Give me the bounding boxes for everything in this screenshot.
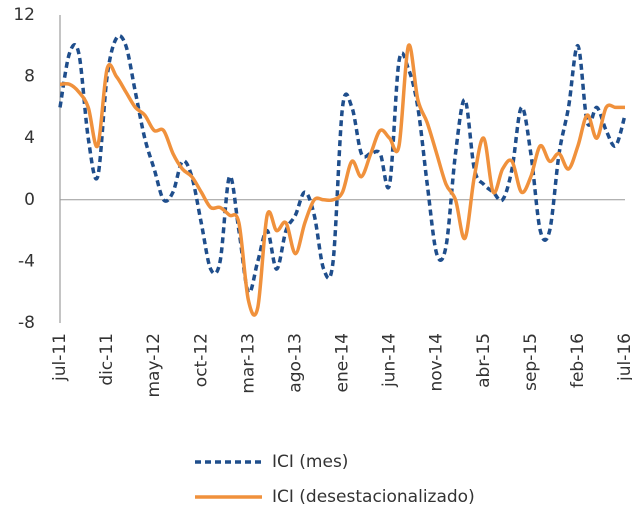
y-tick-label: 4 bbox=[24, 128, 35, 148]
x-tick-label: feb-16 bbox=[568, 333, 588, 388]
y-tick-label: 0 bbox=[24, 190, 35, 210]
x-tick-label: may-12 bbox=[144, 333, 164, 398]
y-tick-label: -4 bbox=[18, 251, 35, 271]
y-tick-label: 12 bbox=[13, 5, 35, 25]
legend-label: ICI (desestacionalizado) bbox=[272, 487, 475, 507]
y-tick-label: 8 bbox=[24, 67, 35, 87]
x-tick-label: jul-16 bbox=[615, 333, 632, 382]
series-line bbox=[59, 43, 625, 317]
x-tick-label: sep-15 bbox=[521, 333, 541, 391]
series-line bbox=[58, 34, 627, 295]
x-tick-label: nov-14 bbox=[427, 333, 447, 392]
y-tick-label: -8 bbox=[18, 313, 35, 333]
x-tick-label: ene-14 bbox=[333, 333, 353, 392]
x-tick-label: dic-11 bbox=[97, 333, 117, 386]
x-tick-label: abr-15 bbox=[474, 333, 494, 388]
x-tick-label: ago-13 bbox=[285, 333, 305, 393]
legend-label: ICI (mes) bbox=[272, 452, 348, 472]
x-tick-label: jun-14 bbox=[380, 333, 400, 388]
x-tick-label: jul-11 bbox=[50, 333, 70, 382]
x-tick-label: mar-13 bbox=[238, 333, 258, 394]
x-tick-label: oct-12 bbox=[191, 333, 211, 387]
